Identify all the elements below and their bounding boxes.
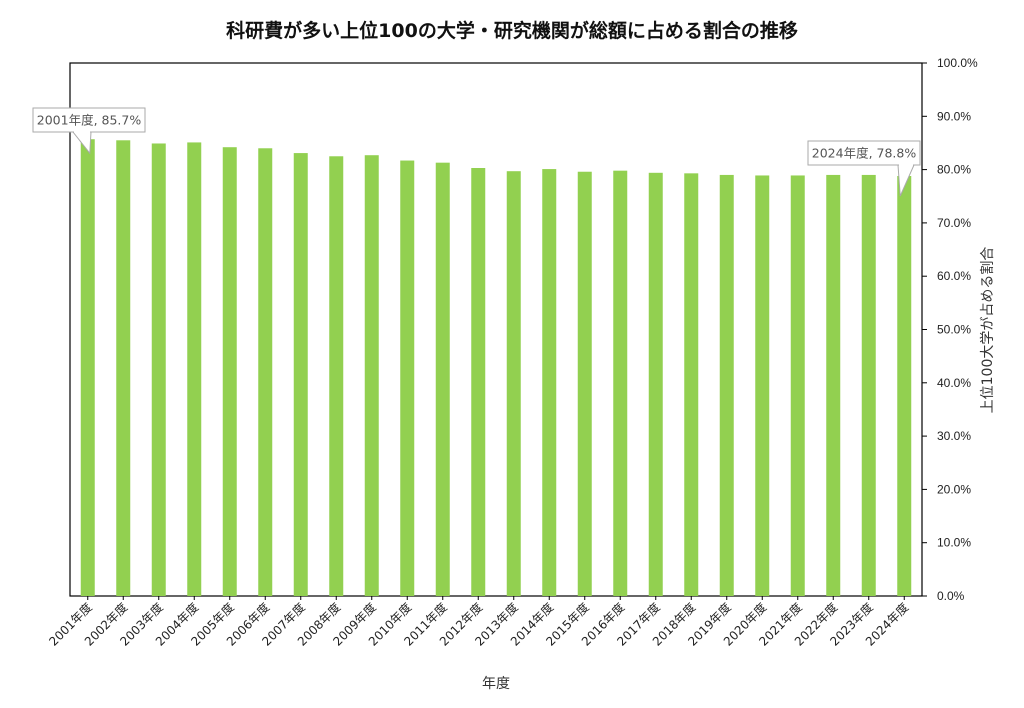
bars: [80, 139, 912, 597]
bar-2010年度: [400, 160, 415, 597]
bar-2003年度: [151, 143, 166, 597]
y-tick-label: 80.0%: [937, 163, 971, 177]
bar-2017年度: [648, 172, 663, 597]
bar-2020年度: [755, 175, 770, 596]
bar-2016年度: [613, 170, 628, 597]
bar-2012年度: [471, 168, 486, 596]
bar-2008年度: [329, 156, 344, 596]
y-tick-label: 90.0%: [937, 109, 971, 123]
bar-2011年度: [435, 162, 450, 597]
bar-2009年度: [364, 155, 379, 596]
y-tick-label: 40.0%: [937, 376, 971, 390]
bar-2021年度: [790, 175, 805, 596]
bar-2001年度: [80, 139, 95, 596]
callout-box: [32, 107, 146, 133]
bar-2019年度: [719, 174, 734, 596]
callout-box: [807, 140, 921, 166]
bar-2018年度: [684, 173, 699, 596]
bar-2004年度: [187, 142, 202, 597]
callout-label: 2001年度, 85.7%: [37, 113, 142, 128]
chart-title: 科研費が多い上位100の大学・研究機関が総額に占める割合の推移: [226, 19, 798, 42]
y-tick-label: 0.0%: [937, 589, 965, 603]
bar-2015年度: [577, 171, 592, 597]
y-tick-label: 30.0%: [937, 429, 971, 443]
x-axis-ticks: 2001年度2002年度2003年度2004年度2005年度2006年度2007…: [46, 596, 911, 649]
bar-2013年度: [506, 171, 521, 596]
y-axis-label: 上位100大学が占める割合: [979, 247, 996, 414]
bar-2014年度: [542, 169, 557, 596]
bar-2022年度: [826, 174, 841, 596]
callout-label: 2024年度, 78.8%: [812, 146, 917, 161]
y-tick-label: 10.0%: [937, 536, 971, 550]
y-tick-label: 20.0%: [937, 482, 971, 496]
callout-0: 2001年度, 85.7%: [32, 107, 146, 155]
bar-2002年度: [116, 140, 131, 597]
callout-1: 2024年度, 78.8%: [807, 140, 921, 197]
callouts: 2001年度, 85.7% 2024年度, 78.8%: [32, 107, 921, 197]
bar-2005年度: [222, 147, 237, 596]
y-tick-label: 70.0%: [937, 216, 971, 230]
y-tick-label: 100.0%: [937, 56, 978, 70]
x-axis-label: 年度: [482, 676, 510, 692]
y-axis-ticks: 0.0% 10.0% 20.0% 30.0% 40.0% 50.0% 60.0% 70.0% 8…: [922, 56, 978, 603]
y-tick-label: 50.0%: [937, 323, 971, 337]
bar-2006年度: [258, 148, 273, 596]
bar-2007年度: [293, 153, 308, 596]
bar-2024年度: [897, 176, 912, 596]
bar-2023年度: [861, 174, 876, 596]
y-tick-label: 60.0%: [937, 269, 971, 283]
